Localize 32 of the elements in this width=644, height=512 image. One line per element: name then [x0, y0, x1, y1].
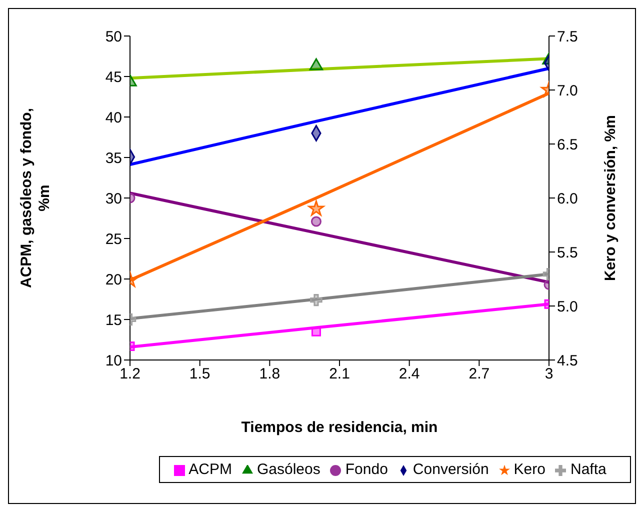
- y-tick-label: 50: [105, 28, 122, 46]
- legend-label: ACPM: [188, 461, 232, 478]
- y-tick-label: 40: [105, 109, 122, 126]
- y2-tick-label: 5.0: [557, 298, 578, 316]
- y2-tick-label: 5.5: [557, 244, 578, 262]
- x-tick-label: 2.4: [398, 366, 420, 383]
- y2-tick-label: 7.0: [557, 82, 578, 100]
- legend-label: Fondo: [345, 461, 388, 478]
- y-tick-label: 25: [105, 230, 122, 248]
- legend-label: Gasóleos: [257, 461, 320, 478]
- y-tick-label: 35: [105, 150, 122, 167]
- x-tick-label: 3: [544, 366, 554, 383]
- y-tick-label: 15: [105, 312, 122, 329]
- y2-tick-label: 6.5: [557, 136, 578, 154]
- y-tick-label: 45: [105, 68, 122, 86]
- x-tick-label: 1.2: [120, 366, 140, 383]
- y2-tick-label: 4.5: [557, 352, 578, 370]
- x-tick-label: 2.7: [468, 366, 490, 383]
- y2-tick-label: 6.0: [557, 190, 578, 208]
- y-tick-label: 20: [105, 271, 122, 288]
- x-axis-title: Tiempos de residencia, min: [241, 419, 438, 436]
- y2-tick-label: 7.5: [557, 28, 578, 46]
- y2-axis-title: Kero y conversión, %m: [602, 115, 619, 281]
- x-tick-label: 2.1: [329, 366, 350, 383]
- y-tick-label: 30: [105, 190, 122, 208]
- legend-label: Conversión: [412, 461, 489, 478]
- legend-label: Kero: [514, 461, 546, 478]
- y-axis-title: ACPM, gasóleos y fondo, %m: [18, 108, 53, 288]
- x-tick-label: 1.5: [189, 366, 210, 383]
- x-tick-label: 1.8: [259, 366, 280, 383]
- y-tick-label: 10: [105, 352, 122, 370]
- legend-label: Nafta: [570, 461, 606, 478]
